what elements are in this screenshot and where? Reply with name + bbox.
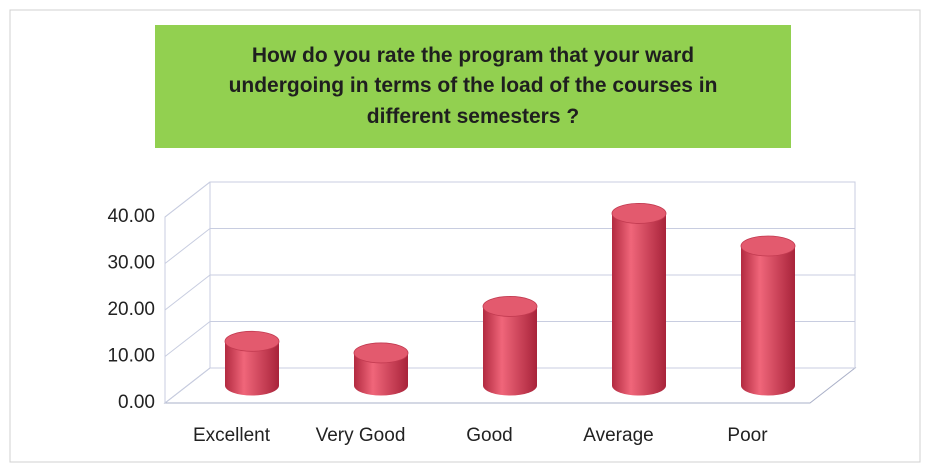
bar-top	[611, 203, 667, 224]
bar	[482, 296, 538, 396]
x-tick-label: Excellent	[193, 425, 271, 446]
grid-line	[164, 181, 855, 218]
bar-top	[740, 235, 796, 257]
bar	[740, 235, 796, 396]
bar-body	[483, 306, 537, 396]
bar	[611, 203, 667, 396]
y-tick-label: 0.00	[118, 392, 155, 413]
bar	[353, 342, 409, 396]
x-tick-label: Good	[466, 425, 512, 446]
x-tick-label: Average	[583, 425, 653, 446]
y-tick-label: 40.00	[107, 206, 155, 227]
bar-top	[224, 330, 280, 352]
chart-title: How do you rate the program that your wa…	[155, 25, 791, 148]
bar-body	[354, 352, 408, 396]
bar-body	[612, 213, 666, 396]
x-tick-label: Very Good	[316, 425, 406, 446]
bar	[224, 330, 280, 396]
bar-top	[482, 296, 538, 317]
bar-body	[741, 246, 795, 396]
bar-top	[353, 342, 409, 364]
y-tick-label: 20.00	[107, 299, 155, 320]
x-tick-label: Poor	[727, 425, 768, 446]
bar-body	[225, 341, 279, 396]
y-tick-label: 10.00	[107, 346, 155, 367]
frame	[9, 9, 921, 463]
y-tick-label: 30.00	[107, 253, 155, 274]
